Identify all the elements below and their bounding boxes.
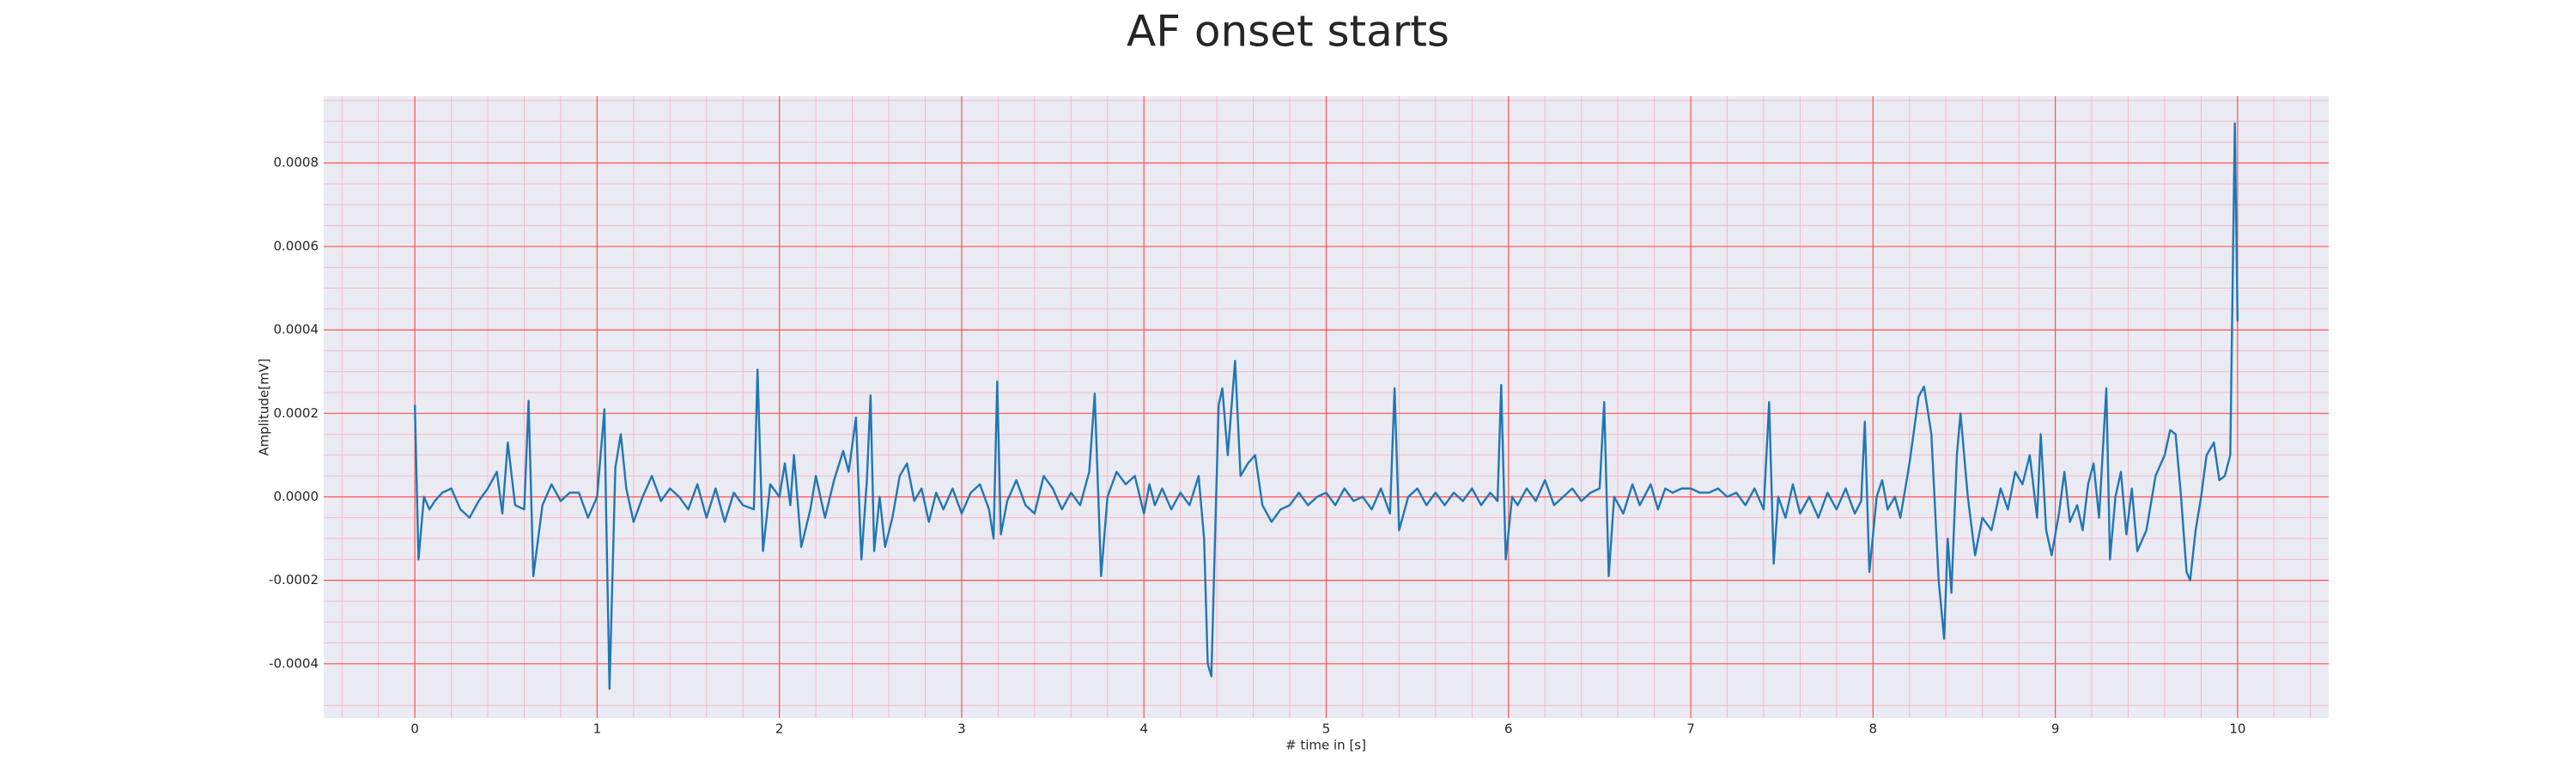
x-tick-label: 2 [775, 721, 784, 737]
y-tick-label: 0.0004 [274, 322, 319, 338]
x-tick-label: 7 [1686, 721, 1695, 737]
x-tick-label: 9 [2051, 721, 2060, 737]
x-tick-label: 0 [410, 721, 419, 737]
x-tick-label: 3 [957, 721, 966, 737]
y-axis-label: Amplitude[mV] [257, 358, 272, 455]
x-tick-label: 4 [1139, 721, 1148, 737]
x-axis-label: # time in [s] [1285, 738, 1366, 753]
y-tick-label: 0.0006 [274, 238, 319, 253]
x-tick-label: 10 [2229, 721, 2245, 737]
x-tick-label: 5 [1322, 721, 1331, 737]
x-tick-label: 6 [1504, 721, 1513, 737]
y-tick-label: 0.0008 [274, 155, 319, 170]
y-tick-label: -0.0004 [269, 655, 319, 671]
x-tick-label: 1 [593, 721, 602, 737]
chart-title: AF onset starts [1127, 7, 1449, 57]
y-tick-label: -0.0002 [269, 572, 319, 587]
line [413, 122, 2239, 691]
y-tick-label: 0.0002 [274, 405, 319, 421]
x-tick-label: 8 [1869, 721, 1878, 737]
y-tick-label: 0.0000 [274, 489, 319, 504]
